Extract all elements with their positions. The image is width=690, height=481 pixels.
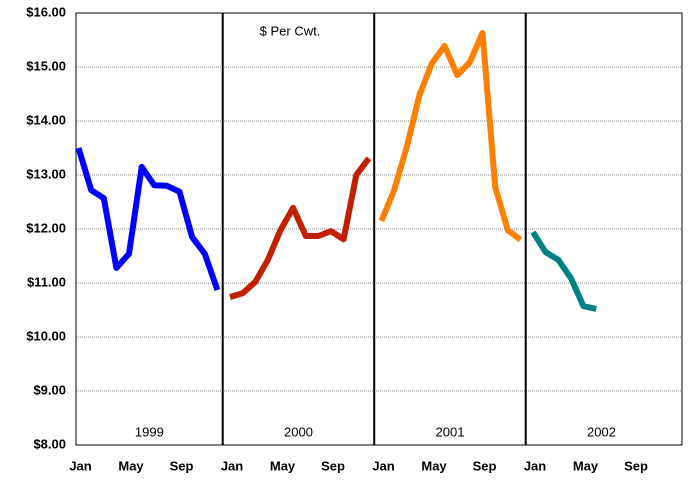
panel-label: 2001 bbox=[436, 424, 465, 439]
y-tick-label: $15.00 bbox=[26, 58, 66, 73]
y-tick-label: $12.00 bbox=[26, 220, 66, 235]
x-tick-label: Sep bbox=[624, 458, 648, 473]
y-tick-label: $13.00 bbox=[26, 166, 66, 181]
x-tick-label: Jan bbox=[69, 458, 91, 473]
panel-label: 1999 bbox=[135, 424, 164, 439]
x-tick-label: May bbox=[118, 458, 144, 473]
y-tick-label: $16.00 bbox=[26, 4, 66, 19]
x-tick-label: May bbox=[270, 458, 296, 473]
y-tick-label: $14.00 bbox=[26, 112, 66, 127]
x-tick-label: Jan bbox=[221, 458, 243, 473]
y-tick-label: $10.00 bbox=[26, 328, 66, 343]
x-tick-label: May bbox=[421, 458, 447, 473]
y-tick-label: $8.00 bbox=[33, 436, 66, 451]
x-tick-label: Jan bbox=[524, 458, 546, 473]
y-tick-label: $9.00 bbox=[33, 382, 66, 397]
chart-title: $ Per Cwt. bbox=[260, 23, 321, 38]
x-tick-label: Sep bbox=[473, 458, 497, 473]
panel-label: 2000 bbox=[284, 424, 313, 439]
series-line bbox=[229, 156, 372, 300]
panel-label: 2002 bbox=[587, 424, 616, 439]
x-tick-label: May bbox=[573, 458, 599, 473]
x-tick-label: Jan bbox=[372, 458, 394, 473]
y-tick-label: $11.00 bbox=[27, 274, 66, 289]
x-tick-label: Sep bbox=[170, 458, 194, 473]
series-line bbox=[378, 30, 523, 243]
x-tick-label: Sep bbox=[321, 458, 345, 473]
series-line bbox=[530, 230, 597, 312]
series-line bbox=[75, 147, 221, 291]
plot-frame bbox=[75, 12, 683, 446]
